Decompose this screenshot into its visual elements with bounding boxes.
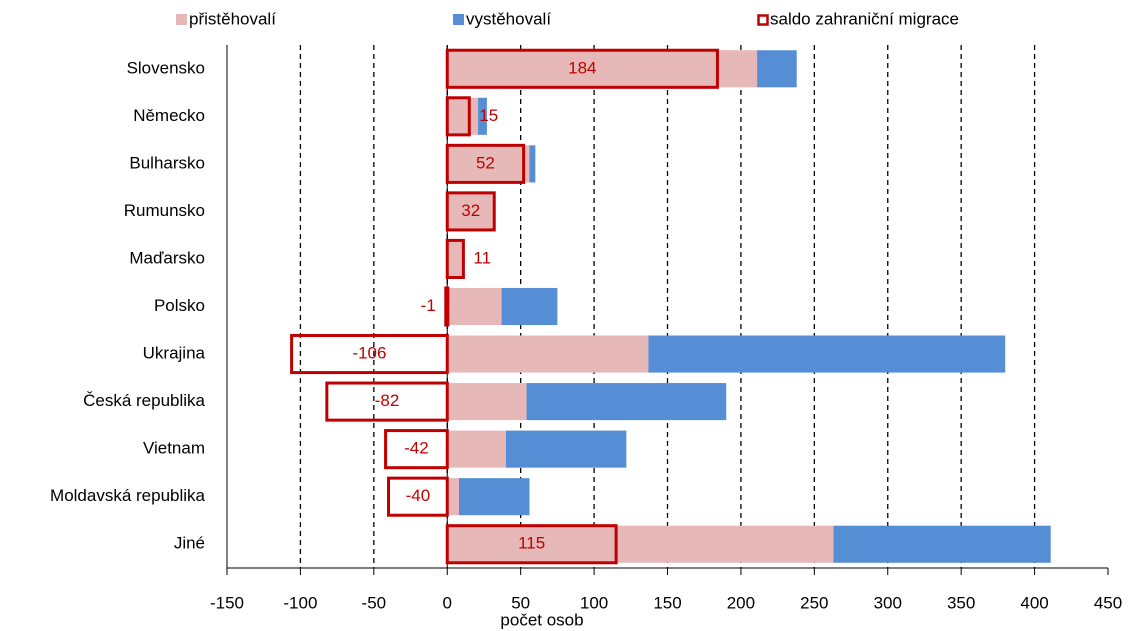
bar (505, 430, 627, 468)
bar (648, 335, 1006, 373)
bar (447, 97, 479, 135)
saldo-bar (444, 286, 450, 327)
bar (757, 50, 797, 88)
y-tick-label: Polsko (154, 296, 205, 315)
saldo-bar (445, 96, 471, 137)
data-label: 115 (518, 534, 545, 553)
bar (447, 50, 758, 88)
legend-label: vystěhovalí (466, 9, 551, 28)
bar (447, 525, 834, 563)
data-label: 32 (461, 201, 480, 220)
bar (526, 383, 727, 421)
data-label: -42 (404, 439, 429, 458)
saldo-bar (325, 381, 449, 422)
bar (447, 430, 506, 468)
saldo-bar (384, 429, 449, 470)
saldo-bar (445, 191, 496, 232)
x-tick-label: 250 (800, 593, 828, 612)
x-tick-label: 450 (1094, 593, 1122, 612)
y-tick-label: Slovensko (127, 58, 205, 77)
y-tick-label: Moldavská republika (50, 486, 206, 505)
legend-label: saldo zahraniční migrace (770, 9, 959, 28)
bar (447, 192, 495, 230)
legend-swatch (176, 14, 187, 25)
saldo-bar (290, 334, 449, 375)
saldo-bar (445, 524, 618, 565)
bar (833, 525, 1051, 563)
data-label: -106 (352, 344, 386, 363)
bar (501, 287, 558, 326)
x-tick-label: 400 (1020, 593, 1048, 612)
x-tick-label: -100 (283, 593, 317, 612)
data-label: 184 (568, 58, 596, 77)
x-tick-label: 200 (727, 593, 755, 612)
y-tick-label: Bulharsko (129, 153, 205, 172)
x-tick-label: 0 (443, 593, 452, 612)
legend-label: přistěhovalí (189, 9, 276, 28)
x-tick-label: 350 (947, 593, 975, 612)
data-label: 52 (476, 153, 495, 172)
y-tick-label: Vietnam (143, 439, 205, 458)
bar (447, 478, 459, 516)
y-tick-label: Česká republika (83, 391, 205, 410)
data-label: 15 (479, 106, 498, 125)
x-tick-label: -50 (362, 593, 387, 612)
x-tick-label: 150 (653, 593, 681, 612)
legend-swatch (757, 14, 769, 26)
saldo-bar (445, 238, 465, 279)
data-label: 11 (473, 248, 491, 267)
legend-swatch (453, 14, 464, 25)
y-tick-label: Německo (133, 106, 205, 125)
x-tick-label: 300 (874, 593, 902, 612)
saldo-bar (445, 143, 526, 184)
y-tick-label: Maďarsko (129, 248, 205, 267)
x-tick-label: 50 (511, 593, 530, 612)
x-axis-title: počet osob (500, 610, 583, 629)
bar (447, 335, 649, 373)
bar (447, 145, 530, 183)
y-tick-label: Rumunsko (124, 201, 205, 220)
data-label: -1 (421, 296, 436, 315)
data-label: -82 (375, 391, 400, 410)
bar (458, 478, 530, 516)
y-tick-label: Jiné (174, 534, 205, 553)
bar (447, 383, 527, 421)
bar (478, 97, 487, 135)
bar (529, 145, 536, 183)
saldo-bar (445, 48, 719, 89)
y-tick-label: Ukrajina (143, 344, 206, 363)
data-label: -40 (406, 486, 431, 505)
bar (447, 287, 502, 326)
x-tick-label: 100 (580, 593, 608, 612)
bar (447, 240, 464, 278)
saldo-bar (387, 476, 449, 517)
x-tick-label: -150 (210, 593, 244, 612)
